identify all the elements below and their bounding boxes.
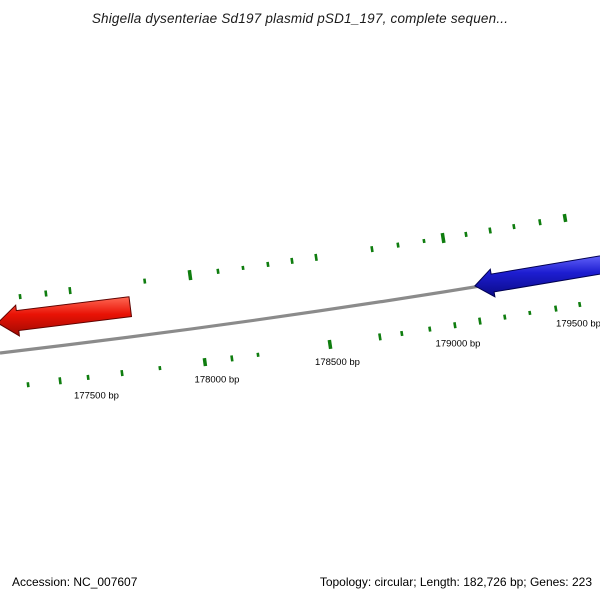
minor-feature-mark: [230, 355, 234, 362]
minor-feature-mark: [562, 213, 568, 223]
accession-text: Accession: NC_007607: [12, 575, 138, 589]
minor-feature-mark: [422, 238, 426, 244]
minor-feature-mark: [327, 339, 333, 350]
minor-feature-mark: [528, 310, 532, 316]
minor-feature-mark: [512, 223, 516, 230]
minor-feature-mark: [428, 326, 432, 332]
minor-feature-mark: [18, 293, 22, 300]
minor-feature-mark: [400, 330, 404, 337]
ruler-tick-label: 179500 bp: [556, 319, 600, 330]
minor-feature-mark: [202, 357, 208, 367]
minor-feature-mark: [370, 245, 374, 253]
minor-feature-mark: [256, 352, 260, 357]
minor-feature-mark: [158, 365, 162, 371]
minor-feature-mark: [577, 301, 582, 308]
minor-feature-mark: [503, 314, 507, 320]
minor-feature-mark: [241, 265, 245, 271]
minor-feature-mark: [26, 382, 30, 388]
minor-feature-mark: [266, 261, 270, 268]
minor-feature-mark: [314, 253, 318, 262]
minor-feature-mark: [554, 305, 558, 312]
gene-feature-red-arrow[interactable]: [0, 296, 133, 337]
sequence-summary-text: Topology: circular; Length: 182,726 bp; …: [319, 575, 592, 589]
minor-feature-mark: [453, 322, 457, 329]
minor-feature-mark: [396, 242, 400, 248]
ruler-tick-label: 178000 bp: [195, 375, 240, 386]
minor-feature-mark: [86, 374, 90, 381]
ruler-tick-label: 178500 bp: [315, 357, 360, 368]
ruler-tick-label: 177500 bp: [74, 390, 119, 401]
minor-feature-mark: [538, 219, 542, 226]
minor-feature-mark: [464, 231, 468, 238]
minor-feature-marks-lower: [26, 301, 582, 388]
minor-feature-mark: [378, 333, 382, 341]
minor-feature-mark: [58, 377, 62, 385]
minor-feature-mark: [187, 269, 193, 281]
minor-feature-mark: [440, 232, 446, 244]
minor-feature-mark: [44, 290, 48, 297]
gene-feature-blue-arrow[interactable]: [474, 253, 600, 298]
minor-feature-marks-upper: [18, 213, 568, 300]
minor-feature-mark: [290, 257, 294, 265]
ruler-tick-label: 179000 bp: [436, 339, 481, 350]
minor-feature-mark: [143, 278, 147, 284]
status-bar: Accession: NC_007607 Topology: circular;…: [0, 575, 600, 589]
map-title: Shigella dysenteriae Sd197 plasmid pSD1_…: [91, 11, 509, 26]
ruler-labels: 177500 bp 178000 bp 178500 bp 179000 bp 1795…: [74, 319, 600, 402]
minor-feature-mark: [120, 369, 124, 377]
minor-feature-mark: [68, 286, 72, 295]
minor-feature-mark: [488, 227, 492, 234]
minor-feature-mark: [478, 317, 482, 325]
minor-feature-mark: [216, 268, 220, 274]
